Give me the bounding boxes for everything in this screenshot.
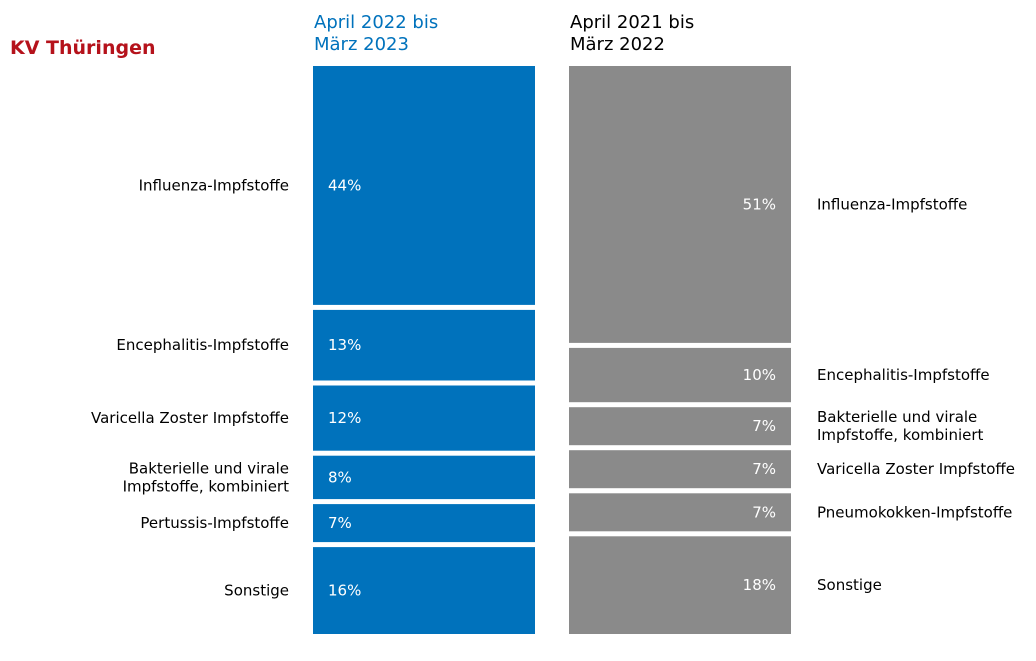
segment-value-label: 51% bbox=[743, 196, 776, 214]
segment-category-label: Varicella Zoster Impfstoffe bbox=[817, 460, 1015, 478]
left-period-line2: März 2023 bbox=[314, 34, 409, 55]
right-period-line2: März 2022 bbox=[570, 34, 665, 55]
segment-category-label: Pertussis-Impfstoffe bbox=[140, 514, 289, 532]
bar-segment-left-5 bbox=[313, 547, 535, 634]
segment-value-label: 10% bbox=[743, 366, 776, 384]
bar-segment-left-4 bbox=[313, 504, 535, 543]
bar-segment-left-2 bbox=[313, 385, 535, 451]
right-period-line1: April 2021 bis bbox=[570, 12, 695, 33]
bar-segment-right-4 bbox=[569, 493, 791, 532]
segment-category-label: Pneumokokken-Impfstoffe bbox=[817, 503, 1012, 521]
segment-value-label: 44% bbox=[328, 177, 361, 195]
segment-category-label: Sonstige bbox=[817, 576, 882, 594]
chart-region-title: KV Thüringen bbox=[10, 37, 156, 59]
segment-value-label: 7% bbox=[752, 460, 776, 478]
bar-segment-left-0 bbox=[313, 66, 535, 305]
segment-value-label: 13% bbox=[328, 336, 361, 354]
segment-category-label: Encephalitis-Impfstoffe bbox=[116, 336, 289, 354]
segment-value-label: 18% bbox=[743, 576, 776, 594]
segment-value-label: 12% bbox=[328, 409, 361, 427]
segment-category-label: Sonstige bbox=[224, 582, 289, 600]
bar-segment-right-2 bbox=[569, 407, 791, 446]
bar-segment-right-1 bbox=[569, 347, 791, 403]
bar-segment-right-5 bbox=[569, 536, 791, 634]
segment-value-label: 8% bbox=[328, 468, 352, 486]
segment-category-label: Influenza-Impfstoffe bbox=[817, 196, 967, 214]
segment-value-label: 7% bbox=[752, 503, 776, 521]
segment-category-label: Encephalitis-Impfstoffe bbox=[817, 366, 990, 384]
segment-value-label: 7% bbox=[328, 514, 352, 532]
segment-category-label: Bakterielle und virale Impfstoffe, kombin… bbox=[817, 408, 984, 444]
left-period-line1: April 2022 bis bbox=[314, 12, 439, 33]
left-column-period: April 2022 bis März 2023 bbox=[314, 12, 438, 56]
segment-category-label: Varicella Zoster Impfstoffe bbox=[91, 409, 289, 427]
bar-segment-left-3 bbox=[313, 455, 535, 500]
segment-value-label: 7% bbox=[752, 417, 776, 435]
bar-segment-left-1 bbox=[313, 309, 535, 381]
bar-segment-right-0 bbox=[569, 66, 791, 343]
segment-category-label: Bakterielle und virale Impfstoffe, kombin… bbox=[123, 459, 290, 495]
segment-value-label: 16% bbox=[328, 582, 361, 600]
segment-category-label: Influenza-Impfstoffe bbox=[139, 177, 289, 195]
right-column-period: April 2021 bis März 2022 bbox=[570, 12, 694, 56]
bar-segment-right-3 bbox=[569, 450, 791, 489]
